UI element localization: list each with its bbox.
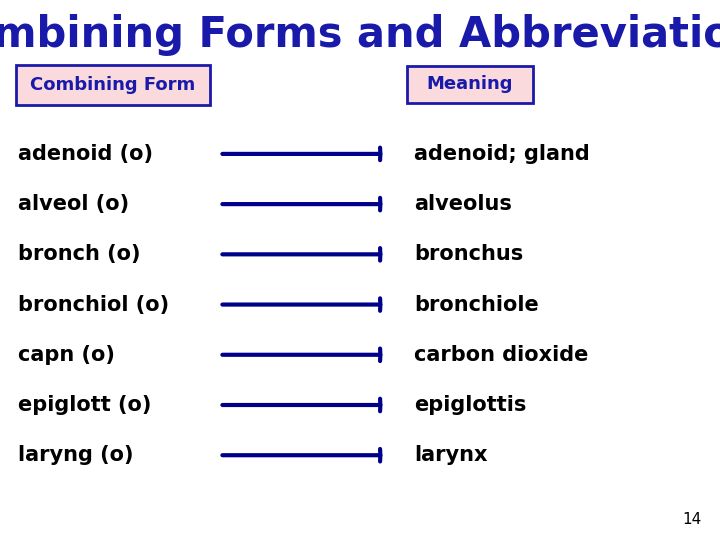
Text: epiglott (o): epiglott (o) bbox=[18, 395, 151, 415]
Text: bronchus: bronchus bbox=[414, 244, 523, 265]
FancyBboxPatch shape bbox=[407, 66, 533, 103]
Text: adenoid; gland: adenoid; gland bbox=[414, 144, 590, 164]
Text: alveolus: alveolus bbox=[414, 194, 512, 214]
Text: bronchiole: bronchiole bbox=[414, 294, 539, 315]
Text: bronchiol (o): bronchiol (o) bbox=[18, 294, 169, 315]
Text: adenoid (o): adenoid (o) bbox=[18, 144, 153, 164]
Text: alveol (o): alveol (o) bbox=[18, 194, 129, 214]
Text: laryng (o): laryng (o) bbox=[18, 445, 133, 465]
Text: larynx: larynx bbox=[414, 445, 487, 465]
Text: capn (o): capn (o) bbox=[18, 345, 115, 365]
Text: Combining Form: Combining Form bbox=[30, 76, 196, 94]
Text: Combining Forms and Abbreviations: Combining Forms and Abbreviations bbox=[0, 14, 720, 56]
FancyBboxPatch shape bbox=[16, 65, 210, 105]
Text: 14: 14 bbox=[683, 511, 702, 526]
Text: Meaning: Meaning bbox=[426, 75, 513, 93]
Text: carbon dioxide: carbon dioxide bbox=[414, 345, 588, 365]
Text: epiglottis: epiglottis bbox=[414, 395, 526, 415]
Text: bronch (o): bronch (o) bbox=[18, 244, 140, 265]
